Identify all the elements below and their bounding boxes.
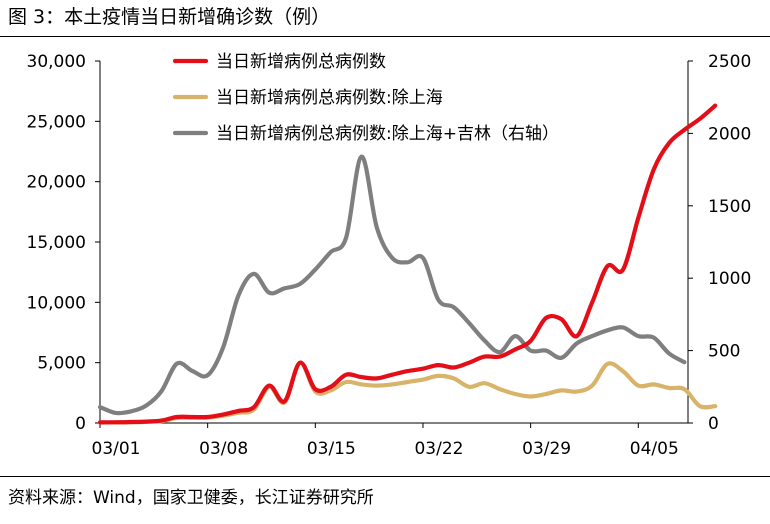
x-tick-label: 03/29: [522, 439, 571, 459]
right-tick-label: 500: [708, 342, 740, 362]
left-tick-label: 5,000: [37, 354, 86, 374]
x-tick-label: 04/05: [630, 439, 679, 459]
source-divider: [0, 476, 770, 477]
left-tick-label: 10,000: [27, 293, 86, 313]
axes: 0 5,000 10,000 15,000 20,000 25,000 30,000 0 500…: [27, 52, 752, 459]
source-note: 资料来源：Wind，国家卫健委，长江证券研究所: [8, 488, 374, 508]
series-layer: [97, 103, 718, 425]
series-line-excl-shanghai-jilin: [97, 154, 687, 416]
right-tick-label: 0: [708, 414, 719, 434]
left-tick-label: 15,000: [27, 233, 86, 253]
x-tick-label: 03/15: [307, 439, 356, 459]
x-tick-label: 03/22: [414, 439, 463, 459]
figure-title: 图 3：本土疫情当日新增确诊数（例）: [8, 6, 331, 28]
legend: 当日新增病例总病例数当日新增病例总病例数:除上海当日新增病例总病例数:除上海+吉…: [172, 52, 559, 144]
left-tick-label: 20,000: [27, 173, 86, 193]
right-tick-label: 1500: [708, 197, 751, 217]
x-tick-label: 03/01: [92, 439, 141, 459]
left-tick-label: 0: [75, 414, 86, 434]
legend-item-excl-shanghai-label: 当日新增病例总病例数:除上海: [216, 88, 443, 108]
x-tick-label: 03/08: [199, 439, 248, 459]
left-tick-label: 25,000: [27, 112, 86, 132]
right-tick-label: 2500: [708, 52, 751, 72]
left-tick-label: 30,000: [27, 52, 86, 72]
legend-item-total-label: 当日新增病例总病例数: [216, 52, 386, 72]
right-tick-label: 1000: [708, 269, 751, 289]
title-divider: [0, 36, 770, 37]
legend-item-excl-shanghai-jilin-label: 当日新增病例总病例数:除上海+吉林（右轴）: [216, 124, 559, 144]
right-tick-label: 2000: [708, 124, 751, 144]
series-line-total: [97, 103, 718, 425]
